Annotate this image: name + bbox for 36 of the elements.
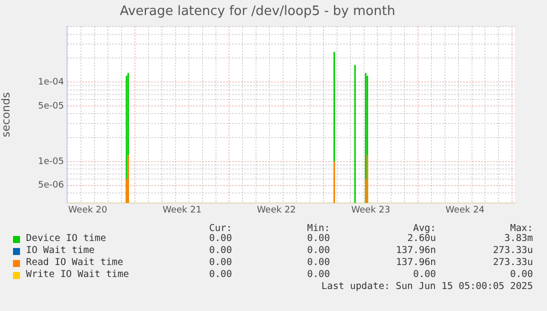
text: 0.00 xyxy=(412,269,436,280)
y-tick-label: 1e-05 xyxy=(38,156,64,167)
y-tick-label: 5e-05 xyxy=(38,101,64,112)
x-tick-label: Week 24 xyxy=(446,206,485,216)
text: 0.00 xyxy=(306,245,330,256)
text: 0.00 xyxy=(208,233,232,244)
text: Cur: xyxy=(208,223,232,234)
text: 3.83m xyxy=(503,233,533,244)
text: 137.96n xyxy=(394,245,436,256)
text: Max: xyxy=(509,223,533,234)
legend-label: Write IO Wait time xyxy=(26,269,129,280)
chart-title: Average latency for /dev/loop5 - by month xyxy=(120,4,396,20)
text: 2.60u xyxy=(406,233,436,244)
x-tick-label: Week 20 xyxy=(68,206,108,216)
text: 0.00 xyxy=(208,269,232,280)
text: 0.00 xyxy=(306,233,330,244)
text: Last update: Sun Jun 15 05:00:05 2025 xyxy=(321,281,533,292)
text: Avg: xyxy=(412,223,436,234)
text: 273.33u xyxy=(492,245,533,256)
y-tick-label: 5e-06 xyxy=(38,180,64,191)
text: Min: xyxy=(306,223,330,234)
legend-label: Read IO Wait time xyxy=(26,257,124,268)
x-tick-label: Week 22 xyxy=(256,206,296,216)
y-axis-title: seconds xyxy=(0,92,12,138)
text: 0.00 xyxy=(306,269,330,280)
text: 273.33u xyxy=(492,257,533,268)
x-tick-label: Week 21 xyxy=(162,206,202,216)
text: 137.96n xyxy=(394,257,436,268)
text: 0.00 xyxy=(208,245,232,256)
legend-label: IO Wait time xyxy=(26,245,95,256)
text: 0.00 xyxy=(306,257,330,268)
text: 0.00 xyxy=(208,257,232,268)
text: 0.00 xyxy=(509,269,533,280)
legend-label: Device IO time xyxy=(26,233,106,244)
x-tick-label: Week 23 xyxy=(351,206,390,216)
y-tick-label: 1e-04 xyxy=(38,77,64,88)
